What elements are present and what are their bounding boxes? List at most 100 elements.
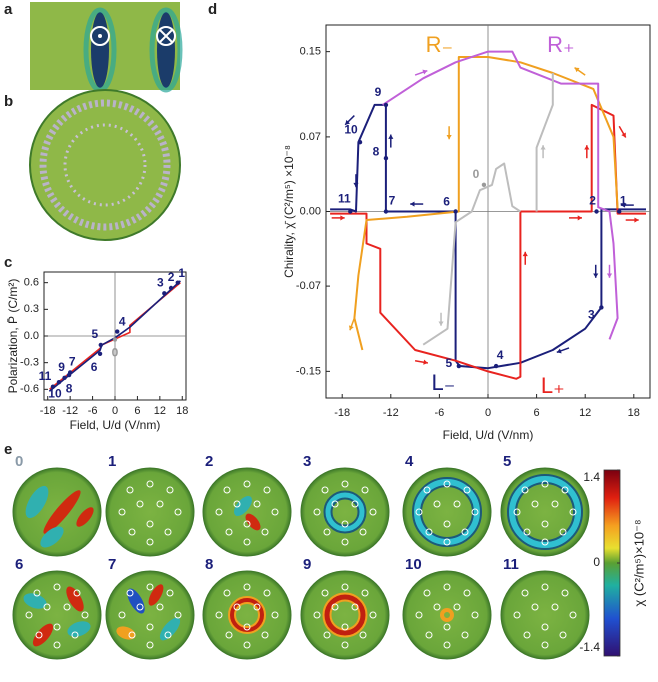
texture xyxy=(126,589,134,597)
texture xyxy=(313,611,321,619)
texture xyxy=(359,631,367,639)
texture xyxy=(321,486,329,494)
point xyxy=(617,209,622,214)
texture xyxy=(43,490,81,534)
point-label: 9 xyxy=(375,85,382,99)
texture xyxy=(541,583,549,591)
point xyxy=(162,291,167,296)
snapshot-label: 9 xyxy=(303,556,311,573)
texture xyxy=(369,508,377,516)
arrow-head xyxy=(577,215,582,221)
point xyxy=(383,102,389,108)
texture xyxy=(559,528,567,536)
y-tick-label: 0.07 xyxy=(300,131,321,143)
texture xyxy=(323,528,331,536)
texture xyxy=(233,500,241,508)
texture xyxy=(323,631,331,639)
snapshot-disc xyxy=(301,571,389,659)
texture xyxy=(73,589,81,597)
y-tick-label: -0.6 xyxy=(20,383,39,395)
texture xyxy=(271,611,279,619)
point-label: 10 xyxy=(48,386,62,400)
texture xyxy=(127,588,145,614)
x-tick-label: -6 xyxy=(435,407,445,419)
texture xyxy=(541,623,549,631)
arrow-head xyxy=(593,273,599,278)
snapshot-label: 10 xyxy=(405,556,422,573)
point-label: 8 xyxy=(66,381,73,395)
texture xyxy=(414,479,480,545)
arrow-head xyxy=(556,348,562,354)
snapshot-rim xyxy=(12,467,102,557)
snapshot-disc xyxy=(501,571,589,659)
x-tick-label: -6 xyxy=(88,405,98,417)
texture xyxy=(261,528,269,536)
x-tick-label: -18 xyxy=(40,405,56,417)
texture xyxy=(531,500,539,508)
texture xyxy=(243,480,251,488)
panel-label: a xyxy=(4,1,13,18)
point-label: 1 xyxy=(620,194,627,208)
texture xyxy=(174,611,182,619)
point xyxy=(348,209,353,214)
texture xyxy=(440,608,454,622)
snapshot-rim xyxy=(500,467,590,557)
point xyxy=(62,375,67,380)
texture xyxy=(463,486,471,494)
texture xyxy=(471,508,479,516)
snapshot-label: 11 xyxy=(503,556,519,573)
arrow-head xyxy=(522,251,528,257)
texture xyxy=(156,603,164,611)
snapshot-rim xyxy=(402,467,492,557)
series-line xyxy=(353,56,619,351)
texture xyxy=(415,508,423,516)
texture xyxy=(443,623,451,631)
series-line xyxy=(422,73,554,346)
texture xyxy=(116,626,136,640)
texture xyxy=(81,611,89,619)
texture xyxy=(215,508,223,516)
snapshot-label: 1 xyxy=(108,453,116,470)
texture xyxy=(541,520,549,528)
snapshot-rim xyxy=(12,570,102,660)
texture xyxy=(341,538,349,546)
texture xyxy=(361,486,369,494)
texture xyxy=(561,589,569,597)
x-tick-label: 18 xyxy=(176,405,188,417)
point xyxy=(175,280,180,285)
snapshot-disc xyxy=(301,468,389,556)
point xyxy=(599,305,604,310)
point-label: 3 xyxy=(588,308,595,322)
snapshot-rim xyxy=(402,570,492,660)
texture xyxy=(361,589,369,597)
texture xyxy=(25,485,49,519)
snapshot-label: 0 xyxy=(15,453,23,470)
series-line xyxy=(382,50,619,340)
x-tick-label: 18 xyxy=(628,407,640,419)
panel-b-image xyxy=(29,89,181,241)
texture xyxy=(331,500,339,508)
x-tick-label: 6 xyxy=(134,405,140,417)
point-label: 4 xyxy=(497,348,504,362)
texture xyxy=(461,528,469,536)
texture xyxy=(225,631,233,639)
snapshot-rim xyxy=(300,467,390,557)
snapshot-rim xyxy=(105,467,195,557)
texture xyxy=(471,611,479,619)
y-tick-label: 0.6 xyxy=(24,277,39,289)
point-label: 10 xyxy=(344,122,358,136)
texture xyxy=(32,623,54,647)
snapshot-label: 7 xyxy=(108,556,116,573)
texture xyxy=(369,611,377,619)
texture xyxy=(423,589,431,597)
texture xyxy=(324,594,366,636)
texture xyxy=(128,528,136,536)
arrow-head xyxy=(423,359,428,365)
x-tick-label: 0 xyxy=(112,405,118,417)
arrow-head xyxy=(422,69,428,75)
texture xyxy=(215,611,223,619)
annotation: L₊ xyxy=(541,373,565,398)
colorbar-tick-label: 1.4 xyxy=(583,470,600,484)
texture xyxy=(234,496,252,516)
